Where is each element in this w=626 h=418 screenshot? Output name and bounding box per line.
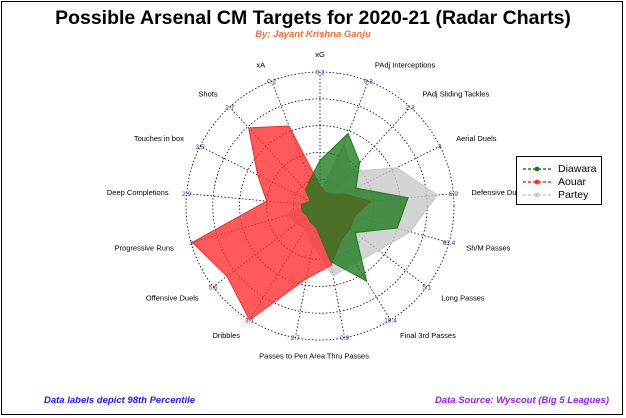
legend-item-aouar: Aouar (517, 175, 603, 189)
max-label: 3.1 (245, 317, 254, 324)
footnote-percentile: Data labels depict 98th Percentile (44, 395, 196, 406)
max-label: 9.3 (364, 79, 373, 86)
max-label: 0.3 (315, 70, 324, 77)
max-label: 2.9 (182, 191, 191, 198)
axis-label: xA (256, 60, 265, 69)
axis-label: Aerial Duels (456, 134, 497, 143)
max-label: 3.5 (195, 144, 204, 151)
max-label: 6.9 (449, 191, 458, 198)
max-label: 5.1 (422, 284, 431, 291)
legend-item-diawara: Diawara (517, 162, 603, 176)
axis-label: Final 3rd Passes (400, 331, 456, 340)
max-label: 0.9 (340, 335, 349, 342)
series-area-diawara (300, 132, 409, 283)
axis-label: PAdj Interceptions (375, 60, 436, 69)
axis-label: Progressive Runs (115, 244, 174, 253)
max-label: 5.6 (209, 284, 218, 291)
axis-label: Sh/M Passes (466, 244, 510, 253)
axis-label: Dribbles (212, 331, 240, 340)
chart-legend: Diawara Aouar Partey (516, 156, 602, 205)
axis-label: Thru Passes (327, 351, 369, 360)
chart-title: Possible Arsenal CM Targets for 2020-21 … (55, 7, 571, 29)
max-label: 3 (189, 240, 193, 247)
axis-label: Passes to Pen Area (259, 351, 326, 360)
axis-label: Shots (198, 90, 217, 99)
axis-label: Long Passes (441, 294, 485, 303)
max-label: 63.4 (443, 240, 456, 247)
legend-swatch-aouar (523, 179, 551, 185)
max-label: 2.3 (406, 105, 415, 112)
axis-label: Offensive Duels (146, 294, 199, 303)
legend-label-diawara: Diawara (558, 163, 597, 175)
legend-label-partey: Partey (558, 189, 589, 201)
max-label: 2.7 (291, 335, 300, 342)
max-label: 0.2 (267, 79, 276, 86)
max-label: 2.7 (225, 105, 234, 112)
axis-label: Touches in box (134, 134, 184, 143)
axis-label: PAdj Sliding Tackles (422, 90, 489, 99)
axis-label: xG (315, 50, 325, 59)
legend-swatch-diawara (523, 166, 551, 172)
legend-item-partey: Partey (517, 188, 603, 202)
legend-swatch-partey (523, 192, 551, 198)
legend-label-aouar: Aouar (558, 176, 587, 188)
axis-label: Deep Completions (107, 188, 169, 197)
footnote-source: Data Source: Wyscout (Big 5 Leagues) (434, 395, 609, 406)
axis-label: Defensive Duels (471, 188, 526, 197)
chart-subtitle: By: Jayant Krishna Ganju (255, 29, 371, 40)
max-label: 4 (438, 144, 442, 151)
max-label: 10.4 (384, 317, 397, 324)
